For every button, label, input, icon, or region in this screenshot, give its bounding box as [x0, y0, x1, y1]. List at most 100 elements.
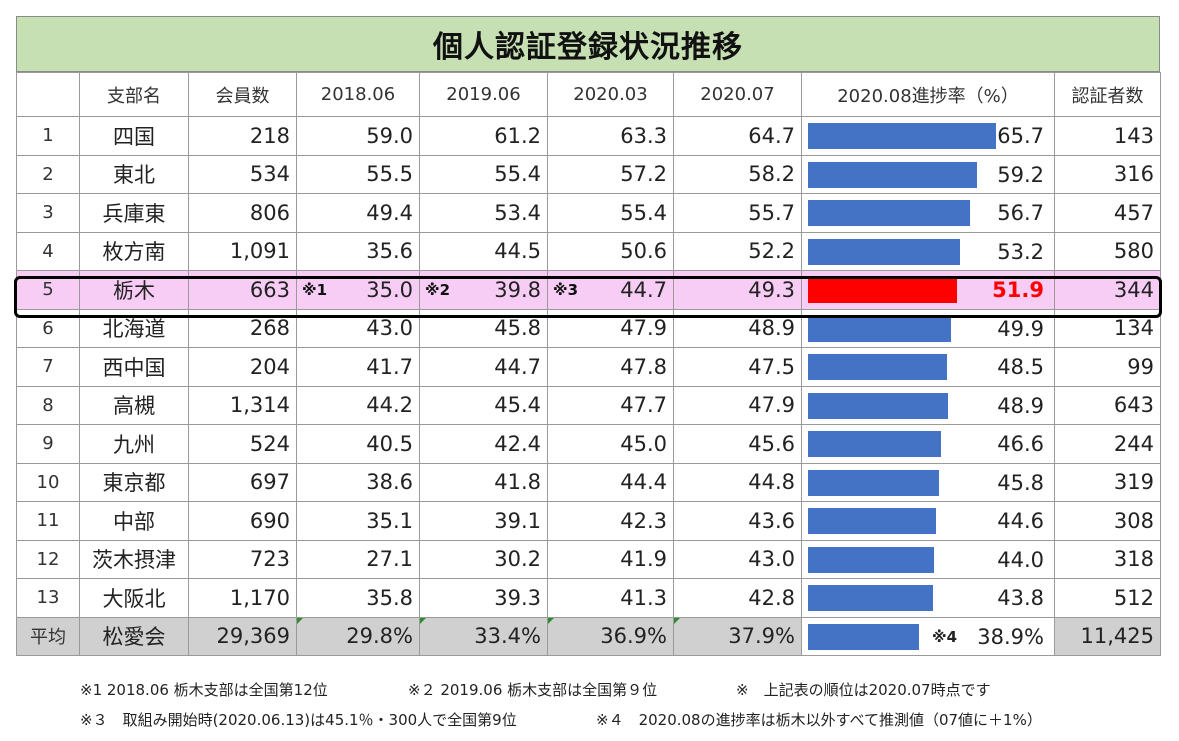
rate-2018-06: 43.0 — [296, 308, 420, 348]
column-header: 2020.08進捗率（%） — [801, 72, 1055, 117]
cell-value: 53.4 — [494, 200, 541, 225]
cell-value: 42.4 — [494, 431, 541, 456]
branch-name: 茨木摂津 — [79, 539, 189, 579]
row-number: 平均 — [16, 616, 80, 656]
cell-value: 39.1 — [494, 508, 541, 533]
rate-2020-07: 37.9% — [673, 616, 802, 656]
cell-value: 1,314 — [229, 393, 290, 418]
footnote-mark: ※2 — [425, 281, 451, 299]
branch-name: 東京都 — [79, 462, 189, 502]
note-3: ※３ 取組み開始時(2020.06.13)は45.1％・300人で全国第9位 — [80, 711, 517, 729]
column-header: 2019.06 — [419, 72, 548, 117]
table-row: 8 高槻 1,314 44.2 45.4 47.7 47.9 48.9 643 — [16, 385, 1161, 425]
rate-2018-06: 35.1 — [296, 501, 420, 541]
rate-2018-06: 27.1 — [296, 539, 420, 579]
cell-value: 44.4 — [620, 470, 667, 495]
rate-2020-03: 36.9% — [547, 616, 674, 656]
progress-table: 支部名 会員数 2018.06 2019.06 2020.03 2020.07 2020.0… — [16, 72, 1161, 656]
cell-value: 45.0 — [620, 431, 667, 456]
error-indicator-icon — [420, 617, 426, 624]
table-row: 6 北海道 268 43.0 45.8 47.9 48.9 49.9 134 — [16, 308, 1161, 348]
row-number: 3 — [16, 193, 80, 233]
column-header — [16, 72, 80, 117]
cell-value: 55.4 — [620, 200, 667, 225]
page-title: 個人認証登録状況推移 — [16, 16, 1160, 72]
cell-value: 204 — [249, 354, 290, 379]
table-row: 9 九州 524 40.5 42.4 45.0 45.6 46.6 244 — [16, 424, 1161, 464]
cell-value: 44.8 — [748, 470, 795, 495]
rate-2018-06: 41.7 — [296, 347, 420, 387]
rate-2019-06: 39.1 — [419, 501, 548, 541]
row-number: 5 — [16, 270, 80, 310]
cell-value: 45.6 — [748, 431, 795, 456]
member-count: 663 — [188, 270, 297, 310]
rate-2018-06: 40.5 — [296, 424, 420, 464]
branch-name: 北海道 — [79, 308, 189, 348]
progress-bar-cell: ※4 38.9% — [801, 616, 1055, 656]
cell-value: 35.8 — [366, 585, 413, 610]
progress-rate-label: 51.9 — [992, 278, 1044, 302]
cell-value: 48.9 — [748, 316, 795, 341]
cell-value: 268 — [249, 316, 290, 341]
footnote-mark: ※4 — [932, 627, 958, 646]
cell-value: 55.5 — [366, 162, 413, 187]
rate-2020-03: 55.4 — [547, 193, 674, 233]
rate-2020-03: ※3 44.7 — [547, 270, 674, 310]
cell-value: 11,425 — [1080, 624, 1154, 649]
cell-value: 42.8 — [748, 585, 795, 610]
rate-2020-07: 42.8 — [673, 578, 802, 618]
member-count: 806 — [188, 193, 297, 233]
certified-count: 316 — [1054, 154, 1161, 194]
cell-value: 33.4% — [474, 624, 541, 649]
cell-value: 457 — [1113, 200, 1154, 225]
table-row: 7 西中国 204 41.7 44.7 47.8 47.5 48.5 99 — [16, 347, 1161, 387]
error-indicator-icon — [297, 617, 303, 624]
table-row: 13 大阪北 1,170 35.8 39.3 41.3 42.8 43.8 512 — [16, 578, 1161, 618]
member-count: 218 — [188, 116, 297, 156]
column-header: 2020.03 — [547, 72, 674, 117]
cell-value: 41.7 — [366, 354, 413, 379]
cell-value: 47.7 — [620, 393, 667, 418]
rate-2020-07: 43.6 — [673, 501, 802, 541]
footnote-mark: ※3 — [553, 281, 579, 299]
rate-2020-07: 45.6 — [673, 424, 802, 464]
cell-value: 43.0 — [748, 547, 795, 572]
rate-2019-06: 44.7 — [419, 347, 548, 387]
rate-2020-03: 42.3 — [547, 501, 674, 541]
progress-rate-label: 38.9% — [977, 624, 1044, 649]
progress-bar — [808, 238, 961, 265]
branch-name: 大阪北 — [79, 578, 189, 618]
note-2: ※２ 2019.06 栃木支部は全国第９位 — [408, 681, 658, 699]
certified-count: 143 — [1054, 116, 1161, 156]
progress-bar — [808, 585, 934, 611]
rate-2019-06: 41.8 — [419, 462, 548, 502]
rate-2020-03: 47.8 — [547, 347, 674, 387]
certified-count: 643 — [1054, 385, 1161, 425]
rate-2019-06: 33.4% — [419, 616, 548, 656]
member-count: 723 — [188, 539, 297, 579]
rate-2018-06: 29.8% — [296, 616, 420, 656]
rate-2019-06: 55.4 — [419, 154, 548, 194]
cell-value: 61.2 — [494, 123, 541, 148]
cell-value: 218 — [249, 123, 290, 148]
cell-value: 1,170 — [229, 585, 290, 610]
cell-value: 316 — [1113, 162, 1154, 187]
rate-2019-06: 44.5 — [419, 231, 548, 271]
rate-2020-07: 47.9 — [673, 385, 802, 425]
member-count: 1,170 — [188, 578, 297, 618]
branch-name: 中部 — [79, 501, 189, 541]
cell-value: 59.0 — [366, 123, 413, 148]
certified-count: 580 — [1054, 231, 1161, 271]
column-header: 2018.06 — [296, 72, 420, 117]
progress-bar — [808, 392, 948, 419]
branch-name: 東北 — [79, 154, 189, 194]
progress-rate-label: 44.6 — [997, 509, 1044, 533]
cell-value: 29.8% — [346, 624, 413, 649]
cell-value: 663 — [249, 277, 290, 302]
rate-2020-07: 55.7 — [673, 193, 802, 233]
branch-name: 枚方南 — [79, 231, 189, 271]
branch-name: 松愛会 — [79, 616, 189, 656]
progress-bar-cell: 53.2 — [801, 231, 1055, 271]
branch-name: 栃木 — [79, 270, 189, 310]
member-count: 204 — [188, 347, 297, 387]
